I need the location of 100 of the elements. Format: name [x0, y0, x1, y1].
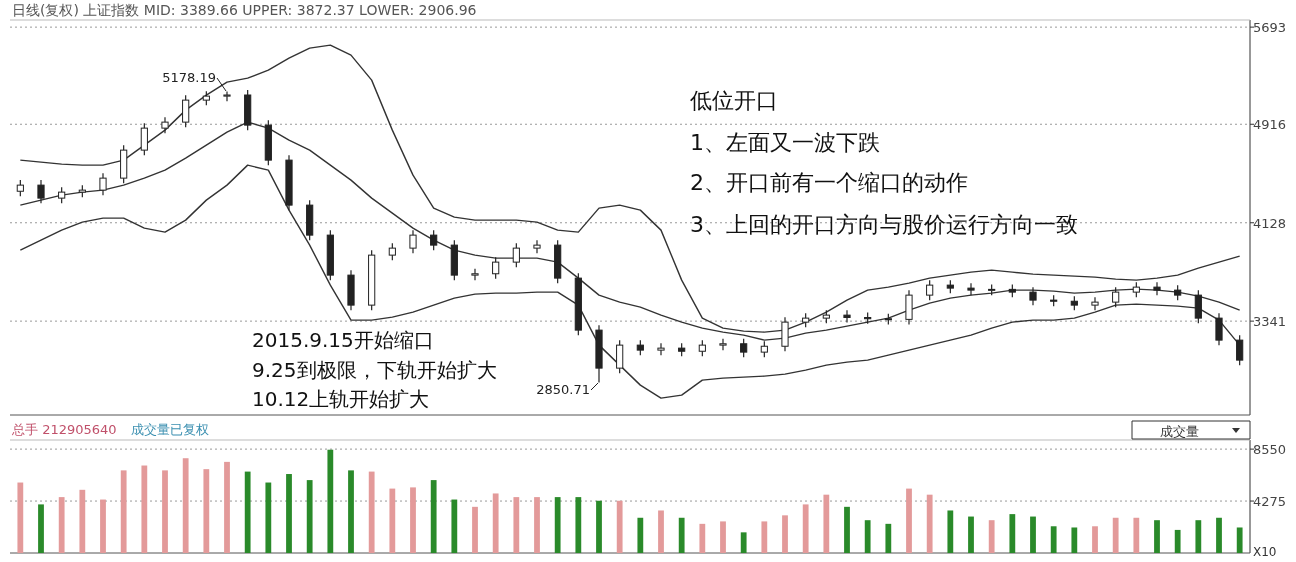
bar [1133, 517, 1140, 553]
candlestick [740, 338, 748, 358]
bar [203, 469, 210, 553]
bar [348, 470, 354, 553]
bar [1154, 520, 1160, 553]
bar [906, 488, 912, 553]
candlestick [492, 256, 500, 280]
candlestick [1236, 334, 1244, 366]
candlestick [409, 229, 417, 254]
candlestick [140, 122, 148, 156]
bar [17, 482, 24, 553]
bar [864, 520, 871, 553]
bar [430, 480, 437, 553]
candlestick [1194, 289, 1202, 324]
bar [224, 461, 230, 553]
bar [58, 497, 65, 553]
bar [1071, 527, 1078, 553]
y-tick-label: 8550 [1253, 442, 1287, 458]
bar [286, 474, 292, 553]
bar [513, 497, 520, 553]
candlestick [1215, 312, 1223, 346]
chart-subtitle: 成交量已复权 [130, 422, 209, 437]
candlestick [967, 282, 975, 296]
bar [988, 520, 995, 553]
bar [802, 504, 809, 553]
candlestick [616, 339, 624, 374]
bar [1050, 526, 1057, 553]
bar [1195, 520, 1202, 553]
bar [844, 506, 850, 553]
bar [1092, 526, 1098, 553]
bar [182, 458, 189, 553]
bar [244, 471, 251, 553]
y-tick-label: 3341 [1253, 314, 1287, 330]
y-tick-label: 4128 [1253, 215, 1287, 231]
bar [306, 480, 313, 553]
candlestick [37, 179, 45, 204]
candlestick [1112, 286, 1120, 308]
bar [637, 517, 644, 553]
candlestick [471, 268, 479, 281]
bar [968, 516, 974, 553]
bar [575, 497, 582, 553]
bar [658, 510, 664, 553]
candlestick [182, 94, 190, 128]
y-tick-label: 4916 [1253, 117, 1287, 133]
annotation: 9.25到极限，下轨开始扩大 [252, 358, 497, 382]
annotation: 5178.19 [162, 70, 216, 85]
bar [1009, 514, 1016, 553]
y-tick-label: 4275 [1253, 494, 1287, 510]
candlestick [99, 172, 107, 196]
bar [699, 523, 706, 553]
bar [947, 510, 954, 553]
annotation: 2850.71 [536, 382, 590, 397]
bar [451, 499, 458, 553]
bar [492, 493, 499, 553]
candlestick [430, 229, 438, 251]
candlestick [926, 279, 934, 301]
bar [926, 494, 933, 553]
annotation: 1、左面又一波下跌 [690, 130, 880, 155]
bar [265, 482, 272, 553]
bar [616, 500, 623, 553]
bar [534, 497, 540, 553]
bar [389, 488, 396, 553]
annotation: 2015.9.15开始缩口 [252, 328, 434, 352]
candlestick [223, 90, 231, 102]
bar [782, 515, 788, 553]
bar [823, 494, 830, 553]
bar [472, 506, 478, 553]
bar [596, 500, 602, 553]
bar [761, 521, 768, 553]
text: X10 [1253, 545, 1277, 559]
candlestick [533, 239, 541, 254]
bar [100, 499, 106, 553]
text: 成交量 [1160, 424, 1199, 439]
bar [1236, 527, 1243, 553]
candlestick [719, 338, 727, 351]
y-tick-label: 5693 [1253, 20, 1287, 36]
candlestick [657, 342, 665, 356]
bar [410, 487, 416, 553]
bar [885, 523, 892, 553]
bar [1174, 529, 1181, 553]
bar [740, 532, 747, 553]
annotation: 3、上回的开口方向与股价运行方向一致 [690, 212, 1078, 237]
annotation: 2、开口前有一个缩口的动作 [690, 170, 968, 195]
bar [327, 449, 334, 553]
candlestick [843, 309, 851, 324]
candlestick [1091, 296, 1099, 311]
bar [1030, 516, 1036, 553]
bar [720, 521, 726, 553]
annotation: 低位开口 [690, 88, 778, 113]
bar [162, 470, 168, 553]
bar [38, 504, 44, 553]
bar [678, 517, 685, 553]
bar [79, 489, 86, 553]
annotation: 10.12上轨开始扩大 [252, 387, 430, 411]
chart-title: 总手 212905640 [11, 422, 117, 437]
bar [120, 470, 127, 553]
bar [368, 471, 375, 553]
bar [1216, 517, 1222, 553]
bar [141, 465, 148, 553]
candlestick [1153, 281, 1161, 296]
